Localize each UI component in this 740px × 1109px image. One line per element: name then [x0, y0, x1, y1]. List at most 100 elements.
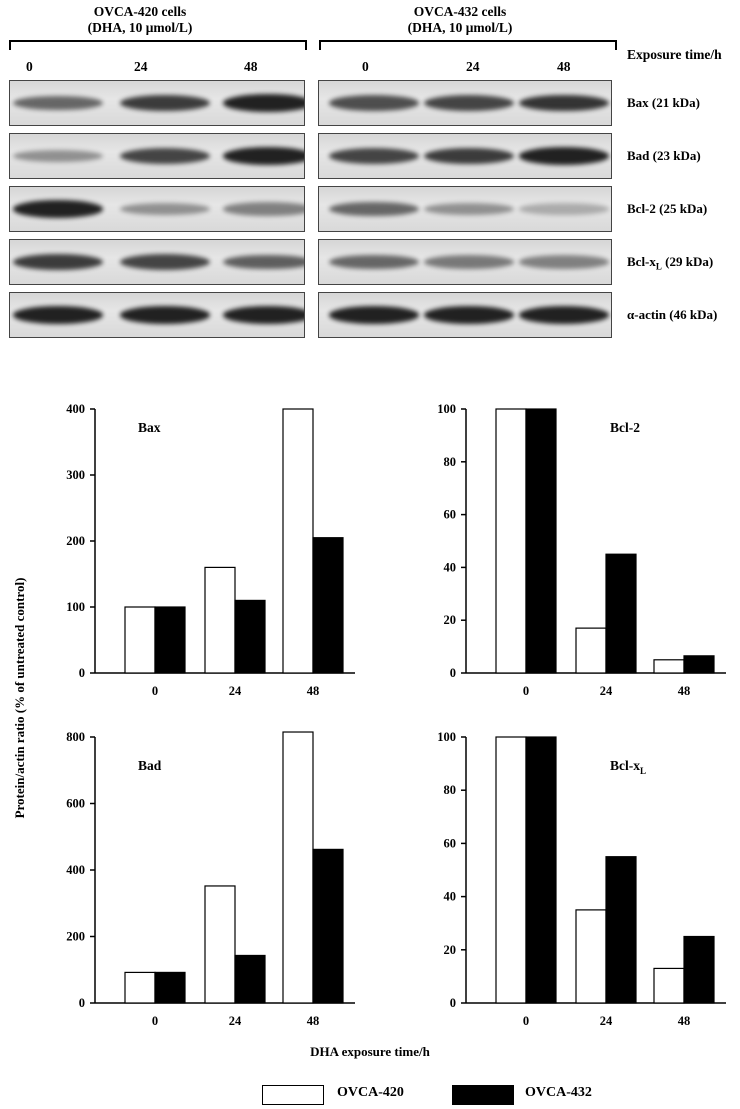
- group2-subtitle: (DHA, 10 μmol/L): [407, 20, 513, 35]
- band-g2-row2-lane1: [424, 202, 514, 216]
- band-g1-row3-lane1: [120, 254, 210, 270]
- group1-header: OVCA-420 cells (DHA, 10 μmol/L): [60, 4, 220, 36]
- bar-ovca-432-0: [154, 971, 186, 1004]
- bar-ovca-432-0: [525, 736, 557, 1004]
- band-g2-row4-lane1: [424, 306, 514, 324]
- x-tick-label: 48: [678, 1014, 691, 1028]
- y-tick-label: 80: [444, 455, 457, 469]
- legend-swatch-ovca432: [452, 1085, 514, 1105]
- band-g2-row0-lane2: [519, 94, 609, 112]
- lane-label-g2-48: 48: [557, 59, 571, 74]
- bar-ovca-420-24: [575, 627, 607, 674]
- blot-panel-g2-row4: [318, 292, 612, 338]
- bar-ovca-432-48: [683, 935, 715, 1004]
- y-tick-label: 20: [444, 943, 457, 957]
- blot-row-label: Bcl-2 (25 kDa): [627, 201, 708, 216]
- y-tick-label: 60: [444, 508, 457, 522]
- bar-ovca-432-24: [605, 553, 637, 674]
- blot-row-label: Bax (21 kDa): [627, 95, 700, 110]
- blot-panel-g1-row2: [9, 186, 305, 232]
- band-g2-row2-lane0: [329, 201, 419, 217]
- band-g2-row4-lane2: [519, 306, 609, 324]
- lane-label-g1-24: 24: [134, 59, 148, 74]
- lane-label-g2-0: 0: [362, 59, 369, 74]
- band-g1-row1-lane2: [223, 147, 304, 165]
- bar-ovca-432-48: [312, 537, 344, 674]
- band-g1-row1-lane0: [13, 149, 103, 163]
- y-tick-label: 400: [66, 863, 85, 877]
- legend-label-ovca420: OVCA-420: [337, 1085, 404, 1100]
- y-tick-label: 200: [66, 534, 85, 548]
- x-tick-label: 48: [307, 684, 320, 698]
- bar-ovca-420-0: [495, 408, 527, 674]
- band-g2-row3-lane1: [424, 255, 514, 269]
- chart-title: Bax: [138, 420, 161, 435]
- band-g1-row4-lane0: [13, 306, 103, 324]
- lane-label-g1-48: 48: [244, 59, 258, 74]
- group2-header: OVCA-432 cells (DHA, 10 μmol/L): [380, 4, 540, 36]
- band-g2-row3-lane0: [329, 254, 419, 270]
- y-tick-label: 800: [66, 730, 85, 744]
- blot-panel-g2-row3: [318, 239, 612, 285]
- group1-title: OVCA-420 cells: [93, 4, 187, 19]
- bar-ovca-432-48: [683, 655, 715, 674]
- bar-ovca-420-0: [495, 736, 527, 1004]
- bar-ovca-420-48: [653, 967, 685, 1004]
- band-g1-row2-lane0: [13, 200, 103, 218]
- chart-title: Bcl-xL: [610, 758, 646, 776]
- x-axis-label: DHA exposure time/h: [310, 1044, 430, 1059]
- bar-ovca-432-0: [525, 408, 557, 674]
- band-g1-row2-lane1: [120, 202, 210, 216]
- x-tick-label: 24: [229, 1014, 242, 1028]
- band-g2-row1-lane0: [329, 148, 419, 164]
- bar-ovca-420-48: [282, 408, 314, 674]
- exposure-time-label: Exposure time/h: [627, 47, 722, 62]
- y-tick-label: 40: [444, 560, 457, 574]
- blot-panel-g1-row1: [9, 133, 305, 179]
- group1-subtitle: (DHA, 10 μmol/L): [87, 20, 193, 35]
- legend-swatch-ovca420: [262, 1085, 324, 1105]
- y-tick-label: 0: [450, 666, 456, 680]
- bar-ovca-420-0: [124, 606, 156, 674]
- x-tick-label: 0: [152, 1014, 158, 1028]
- y-tick-label: 80: [444, 783, 457, 797]
- band-g2-row0-lane1: [424, 95, 514, 111]
- chart-title: Bcl-2: [610, 420, 640, 435]
- band-g2-row4-lane0: [329, 306, 419, 324]
- band-g1-row4-lane2: [223, 306, 304, 324]
- band-g2-row1-lane2: [519, 147, 609, 165]
- bar-ovca-432-24: [605, 856, 637, 1004]
- blot-row-label: α-actin (46 kDa): [627, 307, 718, 322]
- y-tick-label: 0: [79, 666, 85, 680]
- group2-bracket: [319, 40, 617, 50]
- blot-panel-g1-row4: [9, 292, 305, 338]
- band-g1-row1-lane1: [120, 148, 210, 164]
- band-g1-row0-lane2: [223, 94, 304, 112]
- y-tick-label: 200: [66, 930, 85, 944]
- blot-row-label: Bcl-xL (29 kDa): [627, 254, 714, 272]
- bar-ovca-420-48: [282, 731, 314, 1004]
- legend-label-ovca432: OVCA-432: [525, 1085, 592, 1100]
- bar-ovca-432-24: [234, 599, 266, 674]
- band-g1-row3-lane2: [223, 254, 304, 270]
- x-tick-label: 48: [678, 684, 691, 698]
- blot-panel-g1-row3: [9, 239, 305, 285]
- x-tick-label: 24: [229, 684, 242, 698]
- band-g2-row1-lane1: [424, 147, 514, 165]
- blot-row-label: Bad (23 kDa): [627, 148, 701, 163]
- band-g2-row0-lane0: [329, 95, 419, 111]
- bar-ovca-420-24: [575, 909, 607, 1004]
- lane-label-g2-24: 24: [466, 59, 480, 74]
- x-tick-label: 0: [523, 684, 529, 698]
- x-tick-label: 0: [152, 684, 158, 698]
- blot-panel-g2-row1: [318, 133, 612, 179]
- group2-title: OVCA-432 cells: [413, 4, 507, 19]
- lane-label-g1-0: 0: [26, 59, 33, 74]
- blot-panel-g2-row0: [318, 80, 612, 126]
- blot-panel-g1-row0: [9, 80, 305, 126]
- x-tick-label: 48: [307, 1014, 320, 1028]
- y-tick-label: 400: [66, 402, 85, 416]
- band-g2-row3-lane2: [519, 255, 609, 269]
- bar-ovca-420-24: [204, 885, 236, 1004]
